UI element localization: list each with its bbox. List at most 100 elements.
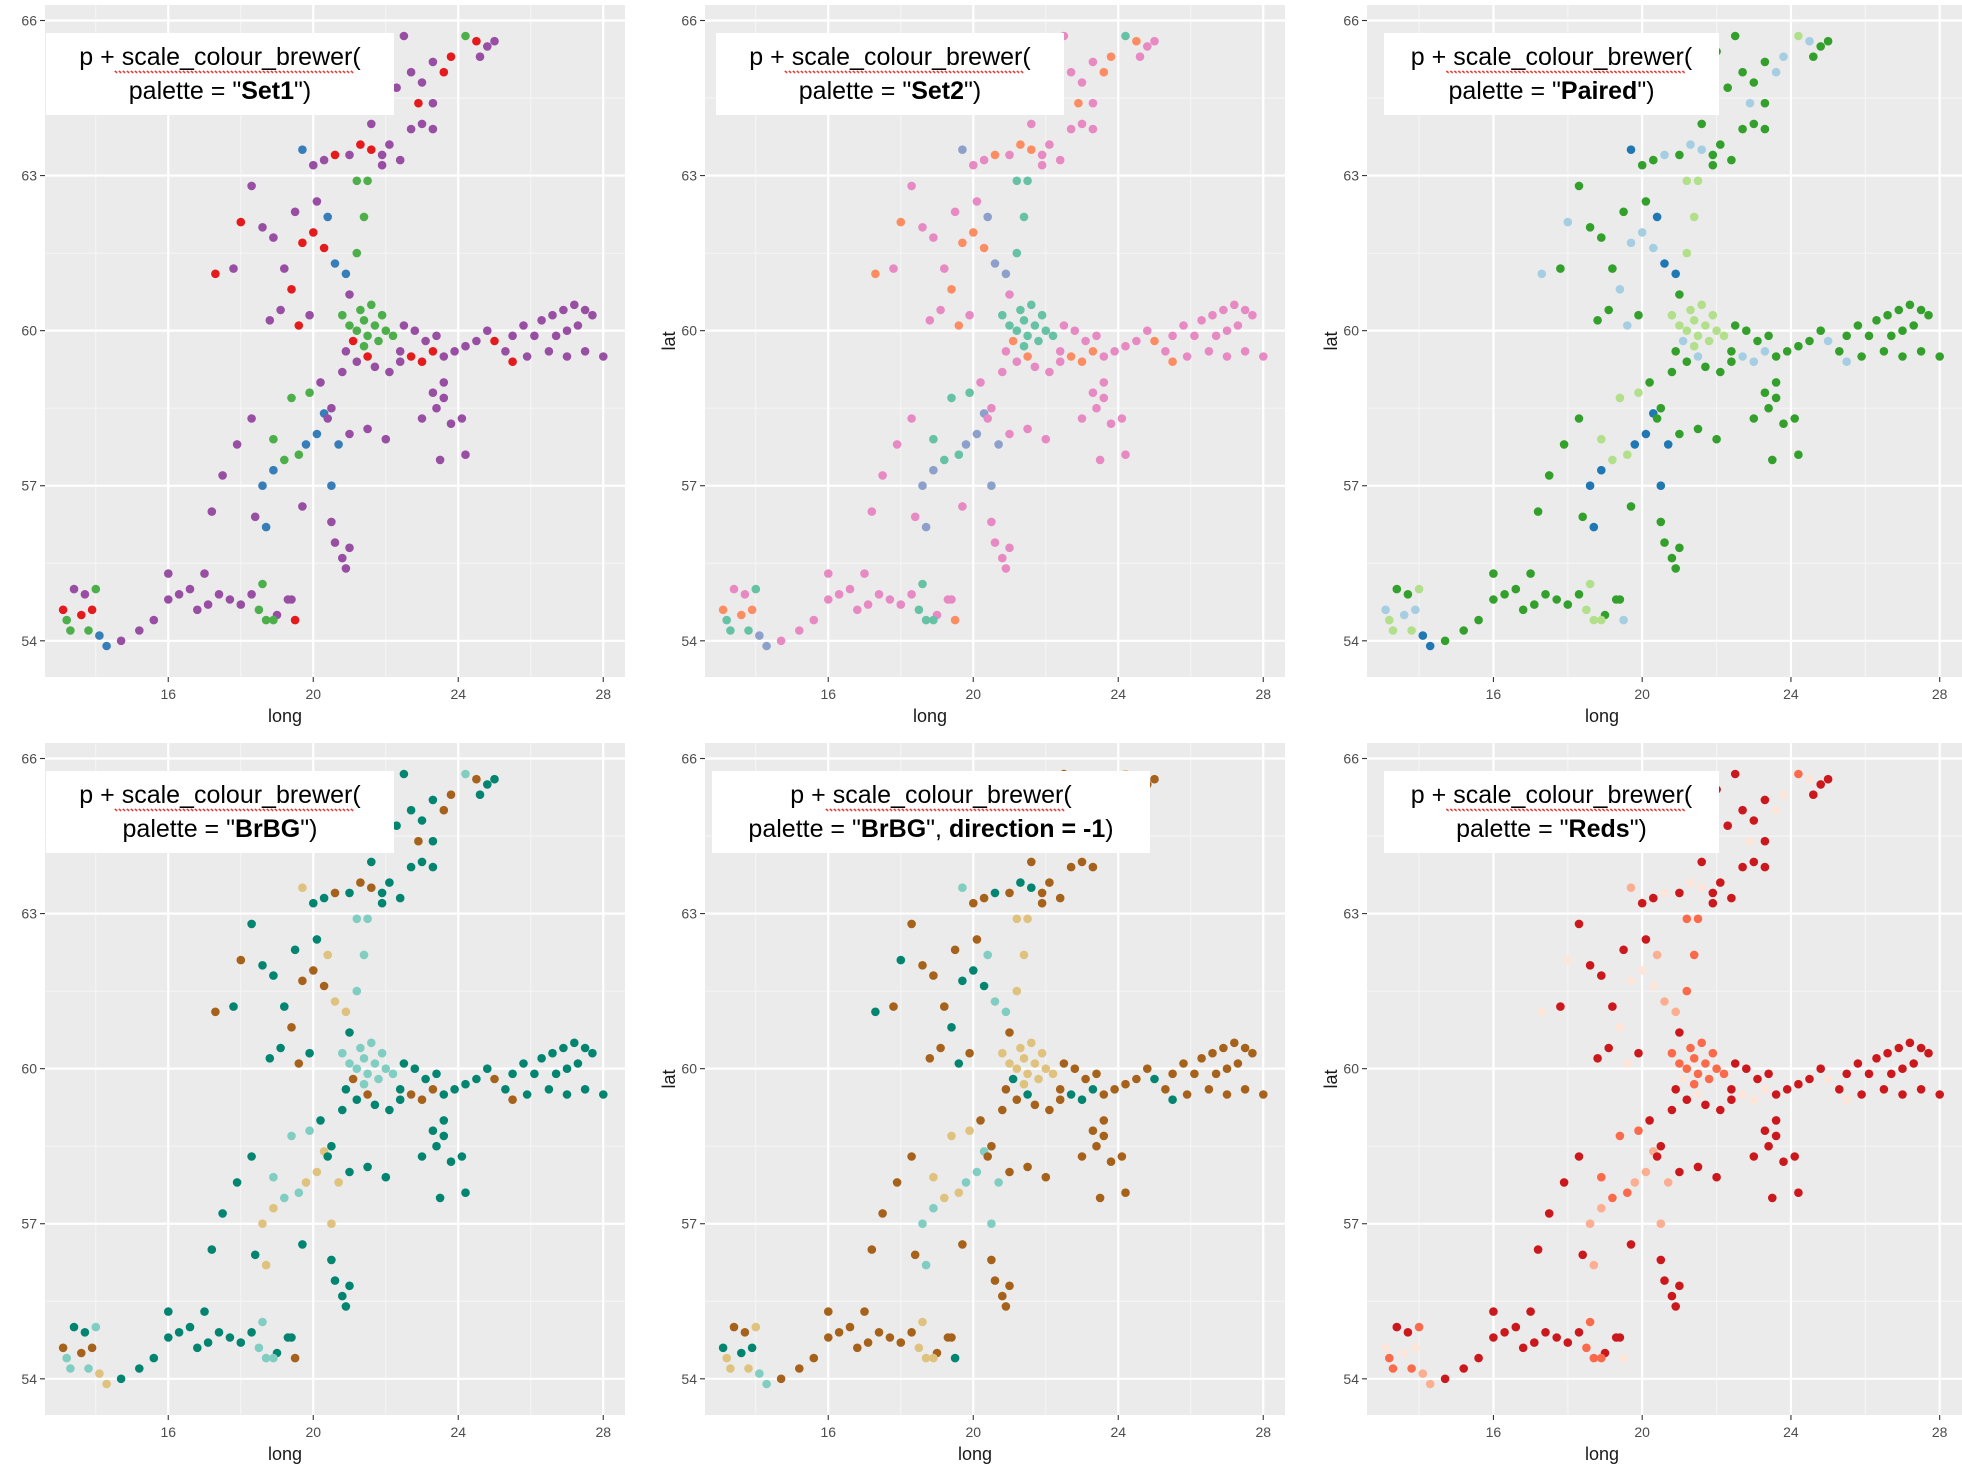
data-point bbox=[958, 883, 967, 892]
data-point bbox=[247, 590, 256, 599]
data-point bbox=[1233, 1059, 1243, 1068]
data-point bbox=[1012, 326, 1022, 336]
data-point bbox=[1518, 1343, 1528, 1353]
data-point bbox=[432, 1069, 441, 1079]
data-point bbox=[399, 769, 409, 779]
data-point bbox=[377, 150, 387, 160]
data-point bbox=[1675, 1281, 1684, 1291]
data-point bbox=[1077, 119, 1087, 129]
data-point bbox=[1641, 429, 1651, 439]
data-point bbox=[374, 336, 383, 346]
data-point bbox=[1037, 898, 1047, 908]
data-point bbox=[490, 336, 499, 346]
data-point bbox=[1693, 1090, 1703, 1099]
data-point bbox=[522, 352, 532, 361]
data-point bbox=[135, 1364, 144, 1373]
data-point bbox=[929, 1353, 938, 1363]
data-point bbox=[276, 1043, 285, 1053]
data-point bbox=[1779, 790, 1788, 799]
data-point bbox=[998, 367, 1007, 377]
data-point bbox=[1894, 305, 1904, 315]
data-point bbox=[381, 1064, 391, 1073]
data-point bbox=[508, 331, 517, 341]
data-point bbox=[1637, 228, 1647, 237]
data-point bbox=[345, 1167, 354, 1177]
data-point bbox=[280, 1193, 289, 1203]
data-point bbox=[747, 605, 757, 615]
data-point bbox=[1204, 1085, 1214, 1094]
data-point bbox=[1530, 1338, 1539, 1347]
data-point bbox=[276, 305, 285, 315]
data-point bbox=[341, 1085, 351, 1094]
data-point bbox=[1823, 36, 1833, 46]
data-point bbox=[1248, 310, 1257, 320]
annotation-line-1: p + scale_colour_brewer( bbox=[790, 781, 1072, 809]
palette-name: BrBG bbox=[235, 815, 300, 843]
data-point bbox=[461, 1188, 470, 1197]
data-point bbox=[1066, 352, 1076, 361]
data-point bbox=[1656, 481, 1666, 491]
data-point bbox=[537, 1054, 546, 1063]
data-point bbox=[1675, 888, 1684, 898]
data-point bbox=[1693, 1069, 1703, 1079]
data-point bbox=[1701, 362, 1710, 372]
data-point bbox=[319, 981, 329, 991]
data-point bbox=[428, 1126, 438, 1135]
data-point bbox=[1411, 605, 1420, 615]
data-point bbox=[979, 893, 989, 903]
data-point bbox=[1671, 1302, 1680, 1311]
data-point bbox=[1842, 1095, 1851, 1104]
data-point bbox=[102, 1379, 111, 1389]
data-point bbox=[1649, 893, 1658, 903]
data-point bbox=[1099, 378, 1109, 387]
data-point bbox=[225, 595, 235, 604]
data-point bbox=[1081, 336, 1090, 346]
data-point bbox=[395, 155, 405, 165]
data-point bbox=[1440, 636, 1450, 646]
data-point bbox=[925, 316, 935, 325]
data-point bbox=[961, 440, 971, 449]
data-point bbox=[1070, 326, 1080, 336]
data-point bbox=[972, 1167, 982, 1177]
data-point bbox=[309, 228, 318, 237]
data-point bbox=[1388, 1364, 1398, 1373]
data-point bbox=[918, 961, 927, 970]
data-point bbox=[551, 331, 561, 341]
x-tick-label: 20 bbox=[965, 686, 981, 702]
data-point bbox=[236, 955, 246, 965]
data-point bbox=[580, 1085, 590, 1094]
data-point bbox=[1712, 1064, 1721, 1073]
data-point bbox=[530, 331, 539, 341]
data-point bbox=[1211, 331, 1221, 341]
data-point bbox=[1730, 769, 1740, 779]
annotation-line-1: p + scale_colour_brewer( bbox=[749, 43, 1031, 71]
data-point bbox=[1088, 347, 1098, 356]
data-point bbox=[294, 321, 304, 330]
annotation-box: p + scale_colour_brewer(palette = "Set1"… bbox=[46, 33, 394, 115]
data-point bbox=[450, 347, 459, 356]
data-point bbox=[1099, 393, 1109, 403]
data-point bbox=[164, 569, 173, 578]
data-point bbox=[305, 1048, 314, 1058]
data-point bbox=[348, 336, 358, 346]
data-point bbox=[1526, 569, 1535, 578]
data-point bbox=[472, 36, 481, 46]
data-point bbox=[519, 321, 528, 330]
data-point bbox=[1399, 1348, 1409, 1358]
y-tick-label: 60 bbox=[21, 323, 37, 339]
x-tick-label: 24 bbox=[450, 686, 466, 702]
data-point bbox=[207, 507, 217, 516]
data-point bbox=[1667, 310, 1677, 320]
annotation-text: palette = " bbox=[123, 815, 235, 843]
data-point bbox=[164, 595, 173, 604]
data-point bbox=[972, 197, 982, 206]
data-point bbox=[1623, 450, 1632, 460]
data-point bbox=[1738, 1090, 1747, 1099]
data-point bbox=[1771, 1090, 1781, 1099]
data-point bbox=[91, 584, 101, 594]
data-point bbox=[845, 1322, 855, 1332]
data-point bbox=[1615, 393, 1625, 403]
data-point bbox=[892, 1178, 902, 1187]
data-point bbox=[261, 1260, 271, 1270]
data-point bbox=[1842, 331, 1851, 341]
